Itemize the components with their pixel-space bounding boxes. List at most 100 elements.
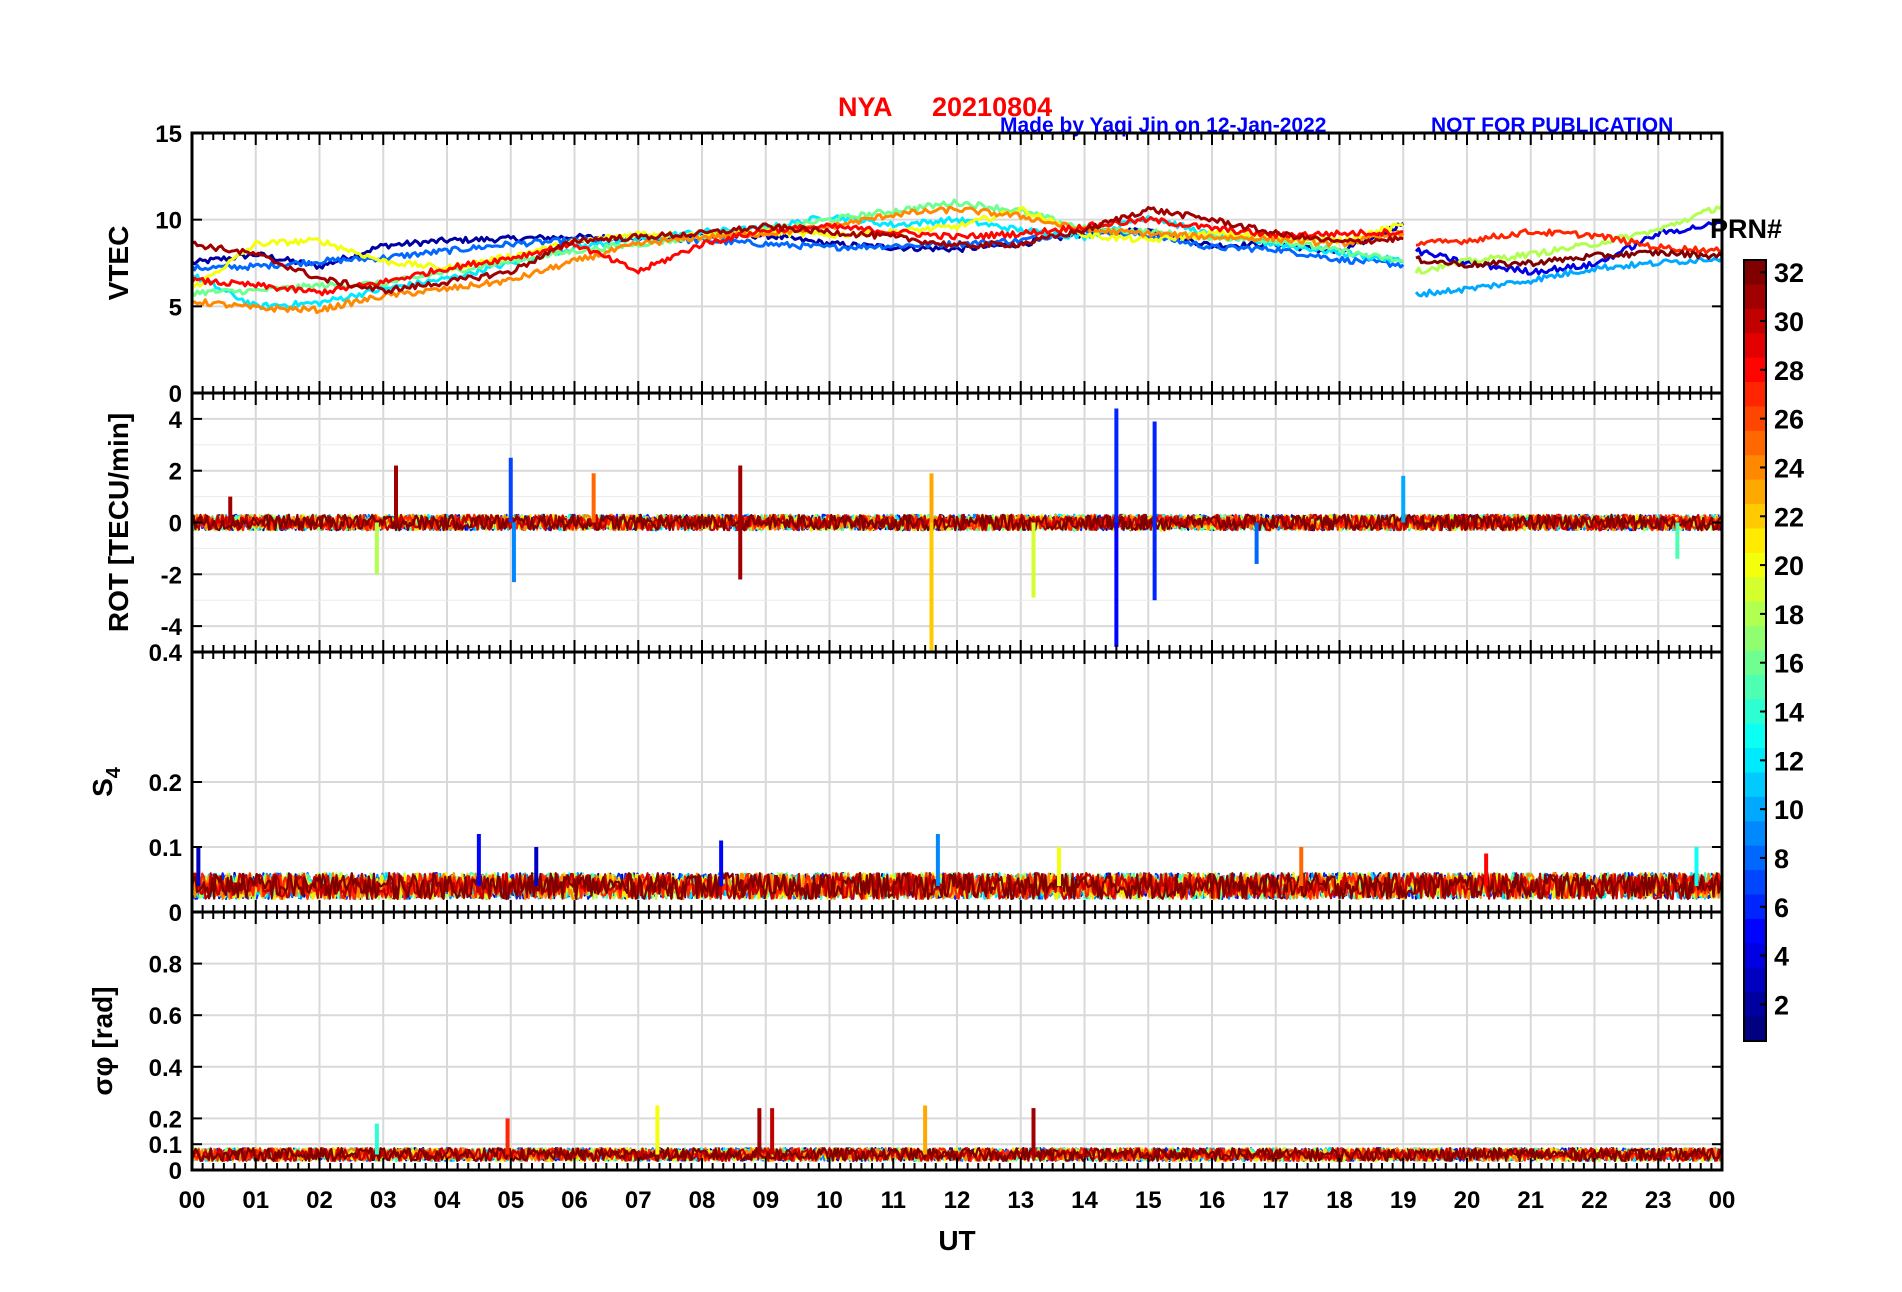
series-prn-10 bbox=[1414, 256, 1722, 298]
series-prn-18 bbox=[1414, 204, 1722, 275]
y-tick-label: -2 bbox=[161, 562, 182, 589]
x-tick-label: 00 bbox=[1709, 1187, 1736, 1214]
colorbar-segment bbox=[1744, 357, 1766, 383]
y-tick-label: 5 bbox=[169, 294, 182, 321]
colorbar-title: PRN# bbox=[1710, 214, 1782, 244]
y-tick-label: 0.1 bbox=[149, 835, 182, 862]
y-tick-label: 0 bbox=[169, 1158, 182, 1185]
colorbar-segment bbox=[1744, 552, 1766, 578]
chart-title-date: 20210804 bbox=[932, 92, 1052, 122]
colorbar-segment bbox=[1744, 796, 1766, 822]
series-prn-8 bbox=[192, 227, 1405, 272]
plot-area-s4 bbox=[192, 834, 1722, 901]
colorbar-segment bbox=[1744, 626, 1766, 652]
colorbar-segment bbox=[1744, 479, 1766, 505]
colorbar-tick-label: 6 bbox=[1774, 893, 1789, 923]
colorbar-segment bbox=[1744, 943, 1766, 969]
x-tick-label: 07 bbox=[625, 1187, 652, 1214]
x-tick-label: 01 bbox=[242, 1187, 269, 1214]
x-tick-label: 06 bbox=[561, 1187, 588, 1214]
series-prn-32 bbox=[1415, 249, 1722, 269]
colorbar-tick-label: 8 bbox=[1774, 844, 1789, 874]
x-tick-label: 09 bbox=[752, 1187, 779, 1214]
colorbar-tick-label: 10 bbox=[1774, 795, 1804, 825]
trace-prn-32 bbox=[192, 871, 1722, 901]
series-prn-31 bbox=[192, 206, 1404, 295]
colorbar-segment bbox=[1744, 577, 1766, 603]
colorbar-tick-label: 2 bbox=[1774, 990, 1789, 1020]
x-tick-label: 21 bbox=[1517, 1187, 1544, 1214]
x-tick-label: 23 bbox=[1645, 1187, 1672, 1214]
y-tick-label: 0.2 bbox=[149, 1106, 182, 1133]
x-tick-label: 17 bbox=[1262, 1187, 1289, 1214]
trace-prn-32 bbox=[192, 513, 1722, 532]
colorbar-segment bbox=[1744, 1016, 1766, 1042]
y-tick-label: 0 bbox=[169, 511, 182, 538]
colorbar-tick-label: 12 bbox=[1774, 746, 1804, 776]
x-tick-label: 19 bbox=[1390, 1187, 1417, 1214]
series-prn-2 bbox=[192, 221, 1405, 270]
panel-sigma_phi: 0.8 0.6 0.4 0.20.10 σφ [rad] bbox=[87, 910, 1724, 1185]
colorbar-segment bbox=[1744, 870, 1766, 896]
colorbar: 32 30 28 26 24 22 20 18 16 14 12 10 8 6 4 2 bbox=[1743, 258, 1804, 1042]
colorbar-segment bbox=[1744, 382, 1766, 408]
colorbar-segment bbox=[1744, 967, 1766, 993]
series-prn-12 bbox=[192, 214, 1404, 311]
x-tick-labels: 00 01 02 03 04 05 06 07 08 09 10 11 12 13 14 15 16 17 18 19… bbox=[179, 1187, 1736, 1214]
colorbar-tick-label: 20 bbox=[1774, 551, 1804, 581]
y-tick-label: 15 bbox=[155, 121, 182, 148]
y-tick-label: 0.4 bbox=[149, 1055, 183, 1082]
colorbar-segment bbox=[1744, 918, 1766, 944]
x-tick-label: 13 bbox=[1007, 1187, 1034, 1214]
x-tick-label: 03 bbox=[370, 1187, 397, 1214]
colorbar-tick-label: 4 bbox=[1774, 942, 1789, 972]
y-tick-label: 0.6 bbox=[149, 1003, 182, 1030]
y-axis-label-sigma_phi: σφ [rad] bbox=[87, 986, 118, 1095]
series-prn-28 bbox=[192, 215, 1404, 297]
colorbar-segment bbox=[1744, 528, 1766, 554]
colorbar-segment bbox=[1744, 601, 1766, 627]
y-axis-label-rot: ROT [TECU/min] bbox=[103, 413, 134, 632]
colorbar-frame bbox=[1743, 259, 1767, 1042]
x-tick-label: 15 bbox=[1135, 1187, 1162, 1214]
colorbar-tick-label: 14 bbox=[1774, 698, 1804, 728]
series-prn-4 bbox=[1414, 220, 1722, 276]
colorbar-segment bbox=[1744, 650, 1766, 676]
colorbar-tick-label: 24 bbox=[1774, 453, 1804, 483]
y-tick-label: -4 bbox=[161, 614, 183, 641]
colorbar-segment bbox=[1744, 504, 1766, 530]
panel-rot: 4 2 0 -2 -4 ROT [TECU/min] bbox=[103, 391, 1724, 654]
y-tick-label: 0.8 bbox=[149, 952, 182, 979]
panel-vtec: 15 10 5 0 VTEC bbox=[103, 121, 1724, 408]
y-axis-label-s4: S4 bbox=[87, 766, 125, 797]
colorbar-segment bbox=[1744, 992, 1766, 1018]
colorbar-segment bbox=[1744, 894, 1766, 920]
colorbar-segment bbox=[1744, 455, 1766, 481]
colorbar-segment bbox=[1744, 845, 1766, 871]
colorbar-tick-label: 26 bbox=[1774, 405, 1804, 435]
x-tick-label: 10 bbox=[816, 1187, 843, 1214]
y-tick-label: 10 bbox=[155, 208, 182, 235]
credit-text: Made by Yaqi Jin on 12-Jan-2022 bbox=[1000, 114, 1326, 137]
colorbar-segment bbox=[1744, 260, 1766, 286]
colorbar-tick-label: 28 bbox=[1774, 356, 1804, 386]
colorbar-segment bbox=[1744, 772, 1766, 798]
y-tick-label: 0 bbox=[169, 381, 182, 408]
colorbar-tick-label: 30 bbox=[1774, 307, 1804, 337]
series-prn-27 bbox=[1415, 228, 1722, 255]
x-tick-label: 11 bbox=[881, 1187, 906, 1214]
y-tick-label: 0.4 bbox=[149, 640, 183, 667]
colorbar-tick-label: 22 bbox=[1774, 502, 1804, 532]
x-tick-label: 20 bbox=[1454, 1187, 1481, 1214]
y-tick-label: 0.1 bbox=[149, 1132, 182, 1159]
colorbar-segment bbox=[1744, 284, 1766, 310]
colorbar-segment bbox=[1744, 674, 1766, 700]
x-tick-label: 04 bbox=[434, 1187, 461, 1214]
plot-area-rot bbox=[192, 408, 1722, 652]
x-tick-label: 16 bbox=[1199, 1187, 1226, 1214]
x-tick-label: 08 bbox=[689, 1187, 716, 1214]
x-tick-label: 18 bbox=[1326, 1187, 1353, 1214]
y-tick-label: 4 bbox=[169, 407, 183, 434]
colorbar-tick-label: 32 bbox=[1774, 258, 1804, 288]
